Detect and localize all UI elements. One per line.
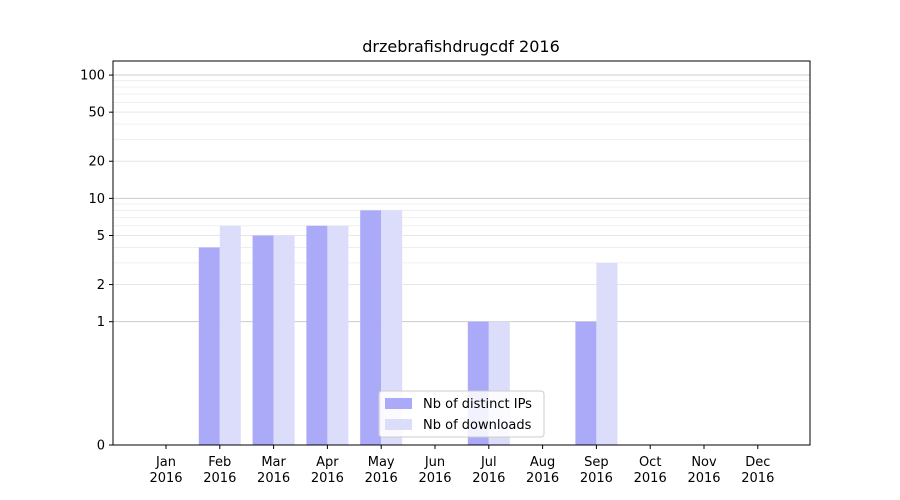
x-tick-label-month: Dec	[745, 455, 770, 470]
y-tick-label: 2	[97, 278, 105, 293]
y-tick-label: 20	[88, 155, 105, 170]
x-tick-label-month: Apr	[316, 455, 339, 470]
x-tick-label-year: 2016	[149, 471, 182, 486]
x-tick-label-year: 2016	[526, 471, 559, 486]
x-axis: Jan2016Feb2016Mar2016Apr2016May2016Jun20…	[149, 445, 774, 486]
y-tick-label: 10	[88, 192, 105, 207]
x-tick-label-year: 2016	[634, 471, 667, 486]
x-tick-label-year: 2016	[257, 471, 290, 486]
x-tick-label-month: Feb	[208, 455, 231, 470]
legend-box	[378, 390, 545, 438]
legend-label: Nb of distinct IPs	[423, 397, 532, 412]
x-tick-label-month: May	[368, 455, 395, 470]
y-tick-label: 5	[97, 229, 105, 244]
x-tick-label-month: Mar	[261, 455, 286, 470]
legend-swatch	[385, 419, 412, 430]
y-tick-label: 50	[88, 106, 105, 121]
x-tick-label-year: 2016	[580, 471, 613, 486]
x-tick-label-year: 2016	[472, 471, 505, 486]
y-tick-label: 0	[97, 439, 105, 454]
x-tick-label-year: 2016	[311, 471, 344, 486]
x-tick-label-month: Nov	[691, 455, 717, 470]
bar-distinct-ips	[575, 321, 597, 445]
x-tick-label-month: Aug	[530, 455, 555, 470]
y-axis: 0 1 2 5 10 20 50 100	[80, 69, 113, 454]
y-tick-label: 1	[97, 315, 105, 330]
x-tick-label-year: 2016	[687, 471, 720, 486]
x-tick-label-year: 2016	[741, 471, 774, 486]
x-tick-label-month: Sep	[584, 455, 609, 470]
bar-distinct-ips	[306, 225, 328, 445]
bars	[198, 210, 618, 445]
legend-swatch	[385, 398, 412, 409]
x-tick-label-month: Jun	[424, 455, 445, 470]
bar-downloads	[596, 262, 618, 445]
bar-downloads	[381, 210, 403, 445]
x-tick-label-month: Jan	[155, 455, 176, 470]
bar-distinct-ips	[198, 247, 220, 445]
y-tick-label: 100	[80, 69, 105, 84]
x-tick-label-year: 2016	[365, 471, 398, 486]
x-tick-label-year: 2016	[418, 471, 451, 486]
chart-title: drzebrafishdrugcdf 2016	[362, 37, 560, 56]
legend-label: Nb of downloads	[423, 418, 532, 433]
bar-downloads	[219, 225, 241, 445]
x-tick-label-month: Oct	[639, 455, 661, 470]
bar-distinct-ips	[252, 235, 274, 445]
bar-downloads	[327, 225, 349, 445]
plot-frame	[112, 60, 811, 446]
legend: Nb of distinct IPs Nb of downloads	[378, 390, 545, 438]
bar-distinct-ips	[360, 210, 382, 445]
x-tick-label-year: 2016	[203, 471, 236, 486]
x-tick-label-month: Jul	[480, 455, 497, 470]
bar-downloads	[273, 235, 295, 445]
